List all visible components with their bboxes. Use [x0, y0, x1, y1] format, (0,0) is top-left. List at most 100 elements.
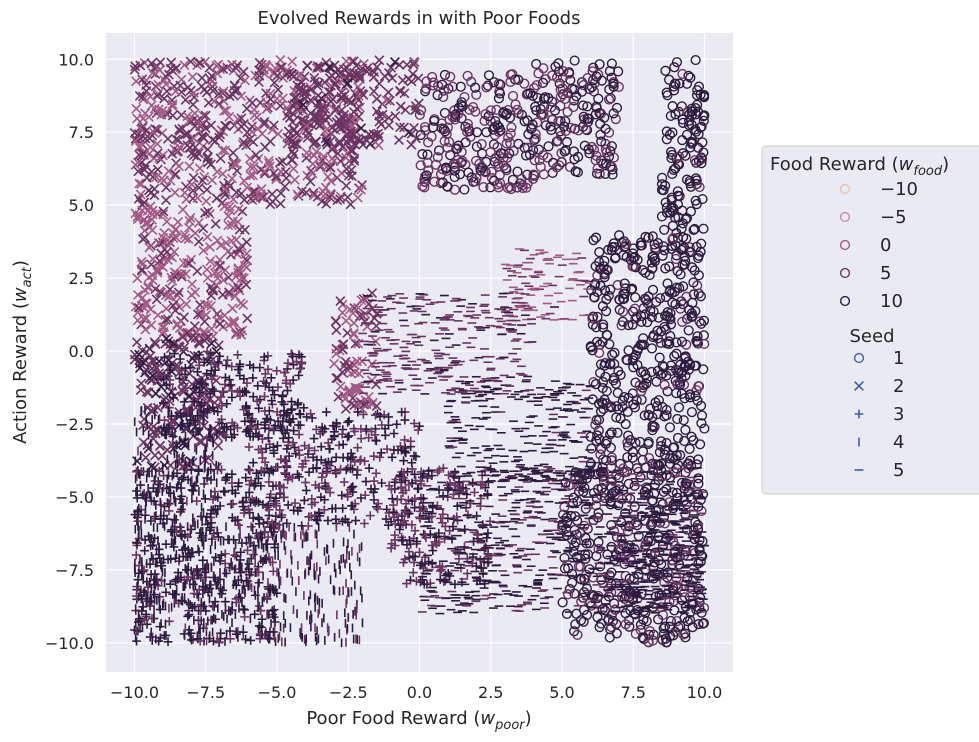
- point-seed-1: [493, 161, 504, 172]
- point-seed-1: [672, 186, 683, 197]
- point-seed-1: [596, 443, 607, 454]
- point-seed-1: [603, 94, 615, 105]
- point-seed-1: [540, 120, 551, 131]
- point-seed-1: [493, 93, 505, 104]
- point-seed-1: [445, 71, 456, 82]
- point-seed-1: [604, 339, 615, 350]
- point-seed-1: [504, 181, 515, 193]
- point-seed-1: [449, 114, 461, 125]
- point-seed-1: [489, 77, 500, 88]
- point-seed-1: [599, 492, 610, 504]
- point-seed-1: [609, 347, 620, 358]
- point-seed-1: [676, 336, 688, 347]
- point-seed-2: [138, 113, 149, 124]
- point-seed-1: [470, 176, 481, 187]
- point-seed-1: [696, 318, 707, 329]
- point-seed-1: [510, 99, 521, 110]
- point-seed-2: [249, 104, 260, 115]
- point-seed-1: [578, 616, 589, 627]
- point-seed-2: [267, 189, 278, 200]
- point-seed-1: [597, 471, 608, 482]
- point-seed-1: [440, 162, 452, 173]
- point-seed-1: [698, 315, 710, 326]
- point-seed-1: [420, 171, 431, 182]
- point-seed-2: [231, 187, 242, 198]
- point-seed-2: [232, 114, 243, 125]
- point-seed-2: [343, 170, 354, 181]
- point-seed-1: [661, 134, 672, 145]
- point-seed-1: [672, 190, 684, 201]
- data-points: [129, 54, 710, 648]
- point-seed-1: [456, 100, 467, 111]
- point-seed-1: [553, 116, 564, 127]
- point-seed-1: [654, 352, 665, 363]
- point-seed-1: [554, 160, 565, 171]
- point-seed-1: [665, 314, 676, 325]
- point-seed-1: [665, 615, 677, 627]
- point-seed-1: [674, 78, 685, 89]
- point-seed-1: [478, 182, 489, 193]
- point-seed-1: [449, 171, 460, 183]
- point-seed-1: [444, 136, 455, 148]
- point-seed-1: [464, 126, 475, 137]
- point-seed-1: [602, 549, 613, 560]
- point-seed-1: [553, 66, 565, 77]
- point-seed-1: [661, 370, 672, 381]
- point-seed-2: [137, 91, 148, 102]
- point-seed-2: [336, 91, 347, 102]
- point-seed-1: [693, 270, 704, 281]
- point-seed-1: [595, 280, 606, 291]
- point-seed-1: [683, 70, 694, 81]
- point-seed-2: [215, 153, 226, 164]
- point-seed-1: [647, 331, 659, 343]
- point-seed-2: [277, 156, 288, 167]
- point-seed-1: [617, 293, 629, 304]
- point-seed-1: [657, 250, 668, 261]
- point-seed-1: [696, 418, 707, 429]
- point-seed-1: [625, 435, 636, 446]
- point-seed-1: [598, 476, 610, 487]
- point-seed-1: [565, 479, 576, 490]
- point-seed-1: [562, 106, 573, 118]
- point-seed-1: [529, 134, 540, 146]
- point-seed-1: [693, 142, 704, 153]
- point-seed-1: [694, 181, 705, 193]
- point-seed-1: [667, 220, 679, 231]
- point-seed-1: [660, 180, 671, 191]
- point-seed-1: [659, 518, 670, 529]
- point-seed-1: [661, 637, 672, 648]
- point-seed-1: [535, 103, 546, 115]
- point-seed-1: [465, 131, 476, 142]
- point-seed-1: [677, 68, 688, 80]
- point-seed-1: [543, 141, 554, 152]
- point-seed-1: [486, 166, 497, 177]
- point-seed-1: [527, 90, 538, 101]
- point-seed-1: [538, 108, 549, 120]
- point-seed-1: [613, 81, 624, 92]
- point-seed-1: [560, 116, 571, 127]
- point-seed-1: [483, 70, 495, 81]
- point-seed-1: [547, 114, 558, 125]
- point-seed-1: [600, 358, 611, 369]
- point-seed-1: [558, 66, 569, 77]
- point-seed-1: [630, 377, 641, 388]
- point-seed-2: [173, 161, 184, 172]
- point-seed-1: [447, 81, 458, 92]
- point-seed-1: [606, 621, 617, 633]
- point-seed-2: [174, 124, 185, 135]
- point-seed-1: [673, 151, 685, 162]
- point-seed-1: [659, 411, 670, 422]
- point-seed-1: [683, 120, 695, 131]
- point-seed-1: [468, 101, 479, 113]
- point-seed-1: [621, 354, 632, 365]
- point-seed-1: [592, 311, 603, 323]
- point-seed-2: [275, 100, 286, 111]
- point-seed-2: [161, 182, 172, 193]
- point-seed-2: [220, 145, 231, 156]
- point-seed-1: [680, 628, 691, 639]
- grid: [106, 33, 733, 672]
- point-seed-1: [449, 165, 460, 176]
- point-seed-1: [665, 110, 676, 122]
- point-seed-2: [189, 108, 200, 119]
- point-seed-2: [201, 196, 212, 207]
